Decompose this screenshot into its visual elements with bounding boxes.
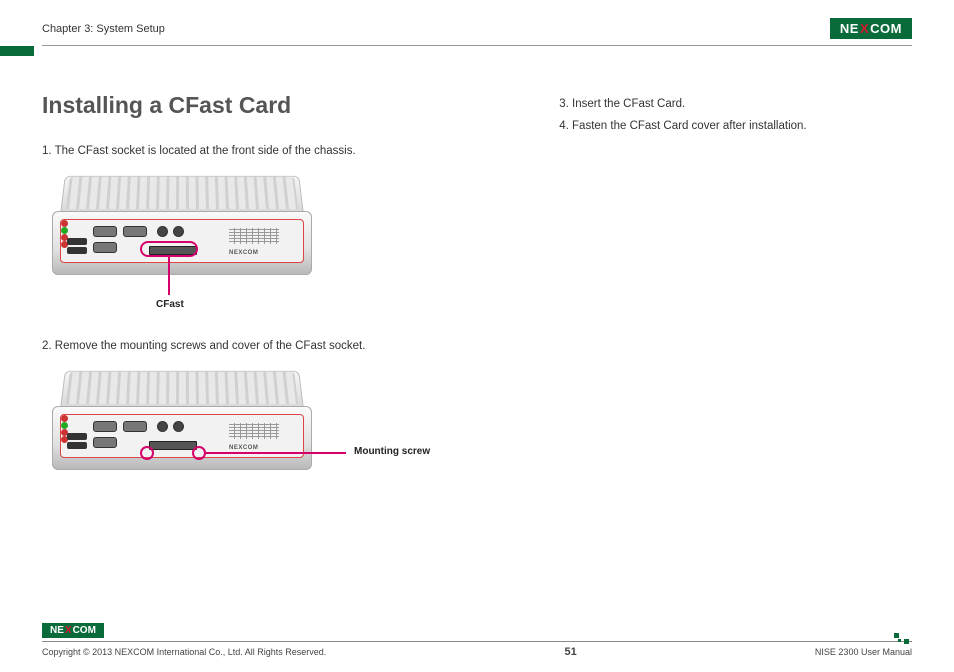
page-title: Installing a CFast Card	[42, 92, 519, 119]
step-3: 3. Insert the CFast Card.	[559, 98, 912, 110]
logo-x: X	[860, 21, 869, 36]
footer-ornament-icon	[894, 633, 912, 645]
logo-post: COM	[870, 21, 902, 36]
copyright-text: Copyright © 2013 NEXCOM International Co…	[42, 647, 326, 657]
header-bar: Chapter 3: System Setup NEXCOM	[42, 18, 912, 46]
cfast-highlight-icon	[140, 241, 198, 257]
step-4: 4. Fasten the CFast Card cover after ins…	[559, 120, 912, 132]
content-columns: Installing a CFast Card 1. The CFast soc…	[42, 92, 912, 535]
figure-1: NEXCOM CFast	[42, 167, 362, 322]
chapter-label: Chapter 3: System Setup	[42, 23, 165, 35]
footer-logo: NEXCOM	[42, 623, 104, 638]
accent-bar	[0, 46, 34, 56]
callout-label-screw: Mounting screw	[354, 446, 430, 457]
device-brand-text: NEXCOM	[229, 445, 258, 451]
device-illustration: NEXCOM	[42, 362, 322, 492]
doc-title: NISE 2300 User Manual	[815, 647, 912, 657]
brand-logo: NEXCOM	[830, 18, 912, 39]
page-number: 51	[564, 646, 576, 658]
left-column: Installing a CFast Card 1. The CFast soc…	[42, 92, 519, 535]
logo-post: COM	[73, 625, 96, 636]
callout-line	[168, 257, 170, 295]
callout-line	[206, 452, 346, 454]
callout-label-cfast: CFast	[156, 299, 184, 310]
figure-2: NEXCOM Mounting screw	[42, 362, 462, 517]
logo-x: X	[65, 625, 72, 636]
right-column: 3. Insert the CFast Card. 4. Fasten the …	[559, 92, 912, 535]
screw-highlight-icon	[192, 446, 206, 460]
page-footer: NEXCOM Copyright © 2013 NEXCOM Internati…	[42, 620, 912, 658]
step-1: 1. The CFast socket is located at the fr…	[42, 145, 519, 157]
screw-highlight-icon	[140, 446, 154, 460]
logo-pre: NE	[840, 21, 859, 36]
step-2: 2. Remove the mounting screws and cover …	[42, 340, 519, 352]
logo-pre: NE	[50, 625, 64, 636]
device-brand-text: NEXCOM	[229, 250, 258, 256]
device-illustration: NEXCOM	[42, 167, 322, 297]
